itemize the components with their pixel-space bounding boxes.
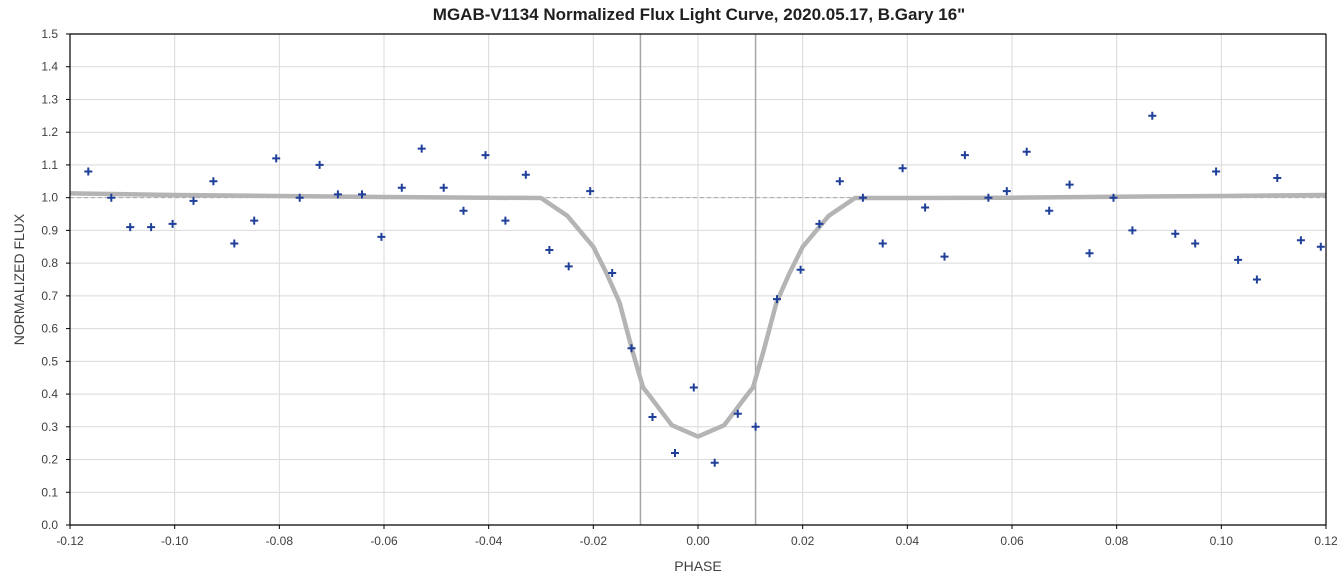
x-tick-label: 0.12 bbox=[1314, 534, 1338, 548]
data-point bbox=[1109, 193, 1118, 202]
y-tick-label: 0.8 bbox=[41, 256, 58, 270]
x-tick-label: 0.04 bbox=[896, 534, 920, 548]
data-point bbox=[608, 269, 617, 277]
data-point bbox=[189, 196, 198, 205]
y-tick-label: 1.3 bbox=[41, 92, 58, 106]
data-point bbox=[1148, 111, 1157, 120]
data-point bbox=[272, 154, 281, 163]
data-point bbox=[168, 219, 177, 228]
data-point bbox=[377, 232, 386, 241]
x-tick-label: 0.06 bbox=[1000, 534, 1024, 548]
data-point bbox=[1002, 187, 1011, 196]
x-tick-label: 0.02 bbox=[791, 534, 815, 548]
data-point bbox=[358, 190, 366, 199]
data-point bbox=[815, 219, 824, 228]
x-axis-label: PHASE bbox=[674, 558, 721, 574]
data-point bbox=[1045, 206, 1054, 215]
x-tick-label: -0.12 bbox=[56, 534, 84, 548]
chart-title: MGAB-V1134 Normalized Flux Light Curve, … bbox=[432, 5, 966, 24]
data-point bbox=[315, 160, 324, 169]
data-point bbox=[397, 183, 406, 192]
data-point bbox=[940, 252, 949, 261]
data-point bbox=[1273, 174, 1282, 182]
data-point bbox=[295, 193, 304, 202]
data-point bbox=[835, 177, 844, 186]
data-point bbox=[564, 262, 573, 271]
data-point bbox=[710, 458, 719, 467]
data-point bbox=[1234, 255, 1243, 264]
data-point bbox=[878, 239, 887, 248]
data-point bbox=[84, 167, 93, 176]
series-model-curve bbox=[69, 191, 1327, 439]
data-point bbox=[521, 170, 530, 179]
data-point bbox=[333, 190, 342, 199]
y-tick-label: 0.6 bbox=[41, 322, 58, 336]
x-tick-label: -0.02 bbox=[580, 534, 608, 548]
data-point bbox=[230, 239, 239, 248]
data-point bbox=[439, 183, 448, 192]
x-tick-label: -0.10 bbox=[161, 534, 189, 548]
data-point bbox=[773, 295, 781, 304]
data-point bbox=[250, 216, 259, 225]
y-tick-label: 1.4 bbox=[41, 60, 58, 74]
y-tick-label: 1.5 bbox=[41, 27, 58, 41]
y-tick-label: 0.2 bbox=[41, 453, 58, 467]
data-point bbox=[1316, 242, 1325, 251]
data-point bbox=[648, 413, 657, 421]
data-point bbox=[1212, 167, 1221, 176]
y-tick-label: 0.5 bbox=[41, 354, 58, 368]
data-point bbox=[689, 383, 698, 392]
data-point bbox=[1085, 249, 1094, 258]
data-point bbox=[984, 193, 993, 202]
data-point bbox=[1252, 275, 1261, 284]
y-tick-label: 0.7 bbox=[41, 289, 58, 303]
data-point bbox=[501, 216, 510, 225]
data-point bbox=[417, 144, 426, 153]
data-point bbox=[1171, 229, 1180, 238]
data-point bbox=[1296, 236, 1305, 245]
y-tick-label: 1.0 bbox=[41, 191, 58, 205]
x-tick-label: -0.06 bbox=[370, 534, 398, 548]
data-point bbox=[126, 223, 135, 232]
data-point bbox=[147, 223, 156, 232]
data-point bbox=[107, 193, 116, 202]
data-point bbox=[481, 151, 490, 160]
x-tick-label: -0.04 bbox=[475, 534, 503, 548]
y-tick-label: 1.1 bbox=[41, 158, 58, 172]
data-point bbox=[1022, 147, 1031, 156]
data-point bbox=[796, 265, 805, 274]
y-tick-label: 0.9 bbox=[41, 223, 58, 237]
data-point bbox=[751, 422, 760, 431]
x-tick-label: 0.00 bbox=[686, 534, 710, 548]
data-point bbox=[960, 151, 969, 160]
y-axis-label: NORMALIZED FLUX bbox=[11, 213, 27, 345]
data-point bbox=[858, 193, 867, 202]
data-point bbox=[545, 246, 554, 254]
data-point bbox=[671, 449, 679, 457]
data-point bbox=[627, 344, 636, 353]
data-point bbox=[733, 409, 742, 418]
x-tick-label: 0.10 bbox=[1210, 534, 1234, 548]
data-point bbox=[1191, 239, 1200, 248]
y-tick-label: 0.3 bbox=[41, 420, 58, 434]
data-point bbox=[586, 187, 595, 196]
y-tick-label: 0.4 bbox=[41, 387, 58, 401]
y-tick-label: 0.0 bbox=[41, 518, 58, 532]
data-point bbox=[209, 177, 218, 186]
y-tick-label: 1.2 bbox=[41, 125, 58, 139]
x-tick-label: 0.08 bbox=[1105, 534, 1129, 548]
data-point bbox=[1065, 180, 1074, 189]
data-point bbox=[898, 164, 907, 173]
data-point bbox=[1128, 226, 1137, 235]
x-tick-label: -0.08 bbox=[266, 534, 294, 548]
data-point bbox=[459, 206, 468, 215]
data-point bbox=[921, 203, 930, 212]
y-tick-label: 0.1 bbox=[41, 485, 58, 499]
